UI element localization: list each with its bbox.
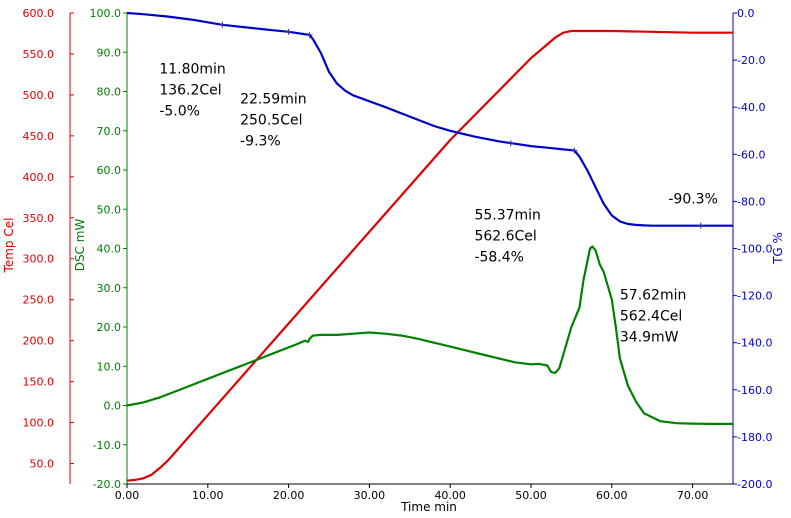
annotation-label: 57.62min 562.4Cel 34.9mW — [620, 288, 686, 346]
tg-series-line — [126, 11, 733, 227]
axes-layer: 50.0 100.0 150.0 200.0 250.0 300.0 350.0 400.0 4… — [23, 7, 773, 502]
dsc-series-line — [126, 245, 733, 425]
time-tick-label: 0.00 — [115, 489, 140, 502]
tg-step-marker — [697, 222, 704, 229]
tg-tick-label: -140.0 — [737, 337, 772, 350]
temp-axis-ticks: 50.0 100.0 150.0 200.0 250.0 300.0 350.0 400.0 4… — [23, 7, 74, 484]
time-tick-label: 10.00 — [192, 489, 224, 502]
annotation-line: -5.0% — [159, 103, 200, 119]
tg-tick-label: -120.0 — [737, 290, 772, 303]
time-tick-label: 60.00 — [596, 489, 628, 502]
annotation-line: 562.4Cel — [620, 309, 682, 325]
tg-step-marker — [285, 28, 292, 35]
tg-step-marker — [507, 140, 514, 147]
tg-tick-label: -100.0 — [737, 243, 772, 256]
time-tick-label: 40.00 — [434, 489, 466, 502]
annotation-layer: 11.80min 136.2Cel -5.0% 22.59min 250.5Cel -9.… — [159, 61, 718, 345]
time-tick-label: 30.00 — [354, 489, 386, 502]
tg-step-marker — [571, 147, 578, 154]
dsc-tick-label: 90.0 — [97, 46, 122, 59]
annotation-line: 34.9mW — [620, 330, 679, 346]
temp-tick-label: 400.0 — [23, 171, 55, 184]
dsc-axis-label: DSC mW — [73, 219, 87, 272]
annotation-line: -90.3% — [668, 191, 718, 207]
annotation-label: 55.37min 562.6Cel -58.4% — [474, 207, 540, 265]
time-axis-label: Time min — [400, 500, 457, 514]
time-tick-label: 20.00 — [273, 489, 305, 502]
temp-tick-label: 500.0 — [23, 89, 55, 102]
dsc-tick-label: 100.0 — [90, 7, 122, 20]
temp-tick-label: 550.0 — [23, 48, 55, 61]
temp-series-line — [126, 29, 733, 482]
tg-tick-label: -60.0 — [737, 148, 765, 161]
tg-tick-label: -80.0 — [737, 195, 765, 208]
annotation-line: 562.6Cel — [474, 228, 536, 244]
tg-axis-label: TG % — [771, 232, 785, 265]
tg-tick-label: -20.0 — [737, 54, 765, 67]
dsc-tick-label: -20.0 — [93, 478, 121, 491]
dsc-tick-label: 40.0 — [97, 243, 122, 256]
tg-tick-label: -200.0 — [737, 478, 772, 491]
dsc-tick-label: 10.0 — [97, 360, 122, 373]
time-axis-ticks: 0.00 10.00 20.00 30.00 40.00 50.00 60.00 70.00 — [115, 484, 709, 502]
dsc-tick-label: 80.0 — [97, 86, 122, 99]
dsc-tick-label: 20.0 — [97, 321, 122, 334]
annotation-line: -9.3% — [240, 133, 281, 149]
temp-tick-label: 150.0 — [23, 376, 55, 389]
annotation-label: 11.80min 136.2Cel -5.0% — [159, 61, 225, 119]
tg-step-marker — [219, 21, 226, 28]
series-layer — [126, 11, 733, 482]
temp-tick-label: 100.0 — [23, 417, 55, 430]
annotation-line: 11.80min — [159, 61, 225, 77]
temp-tick-label: 450.0 — [23, 130, 55, 143]
tg-tick-label: -160.0 — [737, 384, 772, 397]
dsc-tick-label: 60.0 — [97, 164, 122, 177]
annotation-line: 250.5Cel — [240, 112, 302, 128]
tg-tick-label: 0.0 — [737, 7, 755, 20]
temp-tick-label: 200.0 — [23, 335, 55, 348]
time-tick-label: 70.00 — [677, 489, 709, 502]
dsc-tick-label: 70.0 — [97, 125, 122, 138]
annotation-line: 55.37min — [474, 207, 540, 223]
temp-tick-label: 250.0 — [23, 294, 55, 307]
dsc-tick-label: 0.0 — [104, 400, 122, 413]
tg-axis-ticks: 0.0 -20.0 -40.0 -60.0 -80.0 -100.0 -120.0 -140.… — [733, 7, 772, 491]
time-tick-label: 50.00 — [515, 489, 547, 502]
annotation-line: 22.59min — [240, 91, 306, 107]
annotation-label: -90.3% — [668, 191, 718, 207]
annotation-line: 136.2Cel — [159, 82, 221, 98]
annotation-line: -58.4% — [474, 249, 524, 265]
temp-tick-label: 50.0 — [30, 458, 55, 471]
temp-tick-label: 300.0 — [23, 253, 55, 266]
tg-marker-layer — [219, 21, 704, 229]
tg-tick-label: -180.0 — [737, 431, 772, 444]
temp-tick-label: 350.0 — [23, 212, 55, 225]
dsc-axis-ticks: -20.0 -10.0 0.0 10.0 20.0 30.0 40.0 50.0 60.0 70.… — [90, 7, 127, 491]
dsc-tick-label: 50.0 — [97, 203, 122, 216]
temp-axis-label: Temp Cel — [2, 218, 16, 274]
dsc-tick-label: 30.0 — [97, 282, 122, 295]
dsc-tick-label: -10.0 — [93, 439, 121, 452]
tg-tick-label: -40.0 — [737, 101, 765, 114]
annotation-label: 22.59min 250.5Cel -9.3% — [240, 91, 306, 149]
temp-tick-label: 600.0 — [23, 7, 55, 20]
tg-step-marker — [306, 31, 313, 38]
annotation-line: 57.62min — [620, 288, 686, 304]
